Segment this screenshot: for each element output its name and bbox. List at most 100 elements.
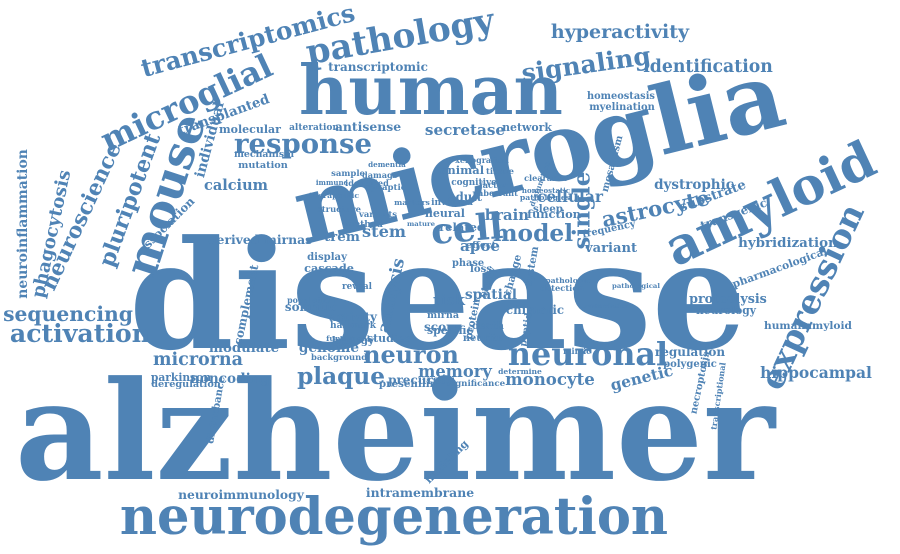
word-immune: immune xyxy=(315,177,348,187)
word-risk: risk xyxy=(433,291,465,309)
word-hybridization: hybridization xyxy=(738,235,838,252)
word-function: function xyxy=(527,207,581,222)
word-alzheimer: alzheimer xyxy=(15,351,775,512)
word-chimeric: chimeric xyxy=(505,303,564,318)
word-aberrant: aberrant xyxy=(478,187,518,198)
word-brain: brain xyxy=(484,206,529,224)
word-parkinson: parkinson xyxy=(150,370,212,384)
word-neuroimmunology: neuroimmunology xyxy=(178,486,304,502)
word-therapeutic: therapeutic xyxy=(309,191,360,201)
word-dystrophic: dystrophic xyxy=(654,177,734,194)
word-mature: mature xyxy=(407,219,435,228)
word-modulate: modulate xyxy=(208,341,280,357)
word-mirna: mirna xyxy=(427,310,460,322)
word-trem: trem xyxy=(324,229,360,246)
word-background: background xyxy=(311,351,368,362)
word-phase: phase xyxy=(452,258,485,270)
word-factor: factor xyxy=(479,179,507,190)
word-loss: loss xyxy=(470,264,492,275)
word-stem: stem xyxy=(362,221,407,241)
word-human: human xyxy=(299,51,563,131)
word-variant: variant xyxy=(585,240,638,256)
word-polygenic: polygenic xyxy=(663,359,717,370)
word-sample: sample xyxy=(331,168,365,179)
word-response: response xyxy=(234,128,373,161)
word-related: related xyxy=(439,220,485,235)
word-hallmark: hallmark xyxy=(330,319,377,331)
word-myelination: myelination xyxy=(589,102,655,113)
word-score: score xyxy=(424,320,461,334)
word-population: population xyxy=(287,296,335,305)
word-noncoding: noncoding xyxy=(189,371,271,388)
word-apoe: apoe xyxy=(460,236,501,255)
word-somatic: somatic xyxy=(284,300,338,314)
word-memory: memory xyxy=(418,361,492,381)
word-variants: variants xyxy=(359,208,397,219)
word-xenografted: xenografted xyxy=(455,155,509,165)
word-disease: disease xyxy=(129,208,747,385)
word-involved: involved xyxy=(431,197,473,208)
word-effect: effect xyxy=(466,240,497,252)
word-transmission: transmission xyxy=(582,301,630,310)
word-mechanism: mechanism xyxy=(234,149,295,161)
word-cascade: cascade xyxy=(304,261,354,276)
word-display: display xyxy=(307,252,347,263)
word-determine: determine xyxy=(498,367,542,377)
word-pathological: pathological xyxy=(612,281,660,290)
word-neurology: neurology xyxy=(696,303,756,317)
word-studies: studies xyxy=(367,331,411,345)
word-humanamyloid: humanamyloid xyxy=(764,319,852,332)
word-molecular: molecular xyxy=(219,122,281,136)
word-cellular: cellular xyxy=(537,188,603,207)
word-sleep: sleep xyxy=(533,202,564,215)
word-secretase: secretase xyxy=(424,121,506,140)
word-plaque: plaque xyxy=(297,363,385,391)
word-neurite: neurite xyxy=(462,333,504,345)
word-regulation: regulation xyxy=(654,345,726,359)
word-structure: structure xyxy=(317,203,361,214)
word-pathologies: pathologies xyxy=(519,193,571,203)
word-neural: neural xyxy=(424,206,465,220)
word-transcriptomic: transcriptomic xyxy=(328,60,428,74)
word-identification: identification xyxy=(643,57,773,78)
word-clearance: clearance xyxy=(524,173,568,183)
word-neuroinflammation: neuroinflammation xyxy=(15,149,32,299)
word-animal: animal xyxy=(439,163,485,178)
word-network: network xyxy=(502,120,552,134)
word-markers: markers xyxy=(394,198,430,208)
word-method: method xyxy=(345,219,383,230)
word-monocyte: monocyte xyxy=(505,368,595,389)
word-neuronal: neuronal xyxy=(507,336,669,374)
word-antisense: antisense xyxy=(334,118,402,134)
word-sequencing: sequencing xyxy=(3,301,133,326)
word-pathologic: pathologic xyxy=(545,276,591,286)
word-tissue: tissue xyxy=(486,165,514,176)
word-homeostatic: homeostatic xyxy=(521,185,571,195)
word-reveal: reveal xyxy=(342,281,372,292)
word-mutation: mutation xyxy=(238,160,288,172)
word-activity: activity xyxy=(329,310,377,325)
word-adult: adult xyxy=(448,190,483,205)
word-model: model xyxy=(492,220,574,248)
word-neurodegeneration: neurodegeneration xyxy=(119,486,669,547)
word-mimic: mimic xyxy=(563,346,591,356)
word-activation: activation xyxy=(9,318,151,349)
word-neuron: neuron xyxy=(363,341,459,369)
word-death: death xyxy=(472,321,505,332)
word-hyperactivity: hyperactivity xyxy=(550,20,690,43)
word-genome: genome xyxy=(298,340,360,357)
word-microrna: microrna xyxy=(153,350,243,371)
word-precursor: precursor xyxy=(388,373,454,387)
word-homeostasis: homeostasis xyxy=(587,91,655,103)
word-spatial: spatial xyxy=(464,287,518,304)
word-presenilin: presenilin xyxy=(378,377,438,390)
word-biology: biology xyxy=(332,334,374,347)
word-significance: significance xyxy=(446,378,506,389)
word-specific: specific xyxy=(427,323,473,337)
word-cognitive: cognitive xyxy=(451,177,497,188)
word-damage: damage xyxy=(362,169,398,180)
word-calcium: calcium xyxy=(204,176,268,194)
word-proteolysis: proteolysis xyxy=(689,290,767,306)
word-alteration: alteration xyxy=(289,122,339,133)
